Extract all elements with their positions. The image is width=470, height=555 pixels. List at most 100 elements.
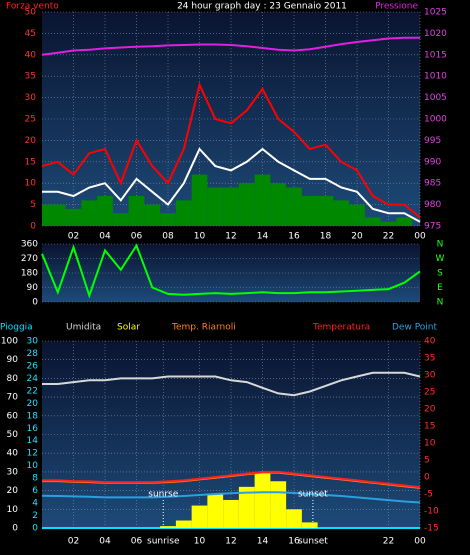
bar [301,522,318,528]
y2-tick-label: 1000 [424,115,447,125]
y2-tick-label: E [437,283,443,293]
bar [112,213,129,226]
bar [238,183,255,226]
y3-tick-label: 4 [32,499,38,509]
y2-tick-label: 5 [424,456,430,466]
y2-tick-label: 30 [424,371,436,381]
y3-tick-label: 14 [27,436,39,446]
x-tick-label: 22 [383,537,394,547]
series-line [41,491,421,504]
y-tick-label: 20 [25,136,37,146]
bar [175,520,192,528]
bar [333,200,350,226]
y2-tick-label: -15 [424,524,439,534]
y-tick-label: 25 [25,115,36,125]
x-tick-label: sunrise [147,537,180,547]
y2-tick-label: 25 [424,388,435,398]
series-line [41,36,420,56]
legend-entry: Temp. Riarnoli [171,323,236,333]
bar [160,213,176,226]
bar [317,196,334,226]
y3-tick-label: 0 [32,524,38,534]
bar [191,505,208,528]
y3-tick-label: 24 [27,374,39,384]
y2-tick-label: 980 [424,200,441,210]
y2-tick-label: 10 [424,439,436,449]
series-line [42,371,421,397]
x-tick-label: 16 [288,537,300,547]
y3-tick-label: 2 [32,511,38,521]
bar [207,187,224,226]
y-tick-label: 20 [7,486,19,496]
bar [191,174,208,226]
y2-tick-label: 995 [424,136,441,146]
x-tick-label: sunset [298,537,328,547]
bar [97,196,113,226]
legend-entry: Dew Point [392,323,438,333]
y2-tick-label: 0 [424,473,430,483]
y-tick-label: 5 [30,200,36,210]
series-line [41,243,421,299]
bar [286,509,302,528]
y3-tick-label: 20 [27,399,39,409]
bar [65,208,82,226]
x-tick-label: 10 [194,232,206,242]
y-tick-label: 270 [21,254,38,264]
y-tick-label: 15 [25,157,36,167]
pressure-label: Pressione [375,2,418,12]
y2-tick-label: 35 [424,354,435,364]
y-tick-label: 0 [30,222,36,232]
x-tick-label: 00 [414,232,426,242]
x-tick-label: 12 [225,232,236,242]
y3-tick-label: 22 [27,386,38,396]
legend-entry: Temperatura [312,323,370,333]
annotation: sunrse [148,490,178,500]
y-tick-label: 50 [7,430,19,440]
x-tick-label: 04 [99,537,111,547]
y3-tick-label: 16 [27,424,39,434]
y-tick-label: 50 [25,8,37,18]
y-tick-label: 360 [21,240,38,250]
x-tick-label: 06 [131,232,143,242]
bar [270,481,287,528]
y-tick-label: 40 [25,50,37,60]
y-tick-label: 30 [25,93,37,103]
y2-tick-label: 990 [424,157,441,167]
y2-tick-label: -5 [424,490,433,500]
y3-tick-label: 10 [27,461,39,471]
y-tick-label: 70 [7,393,19,403]
bar [349,204,365,226]
y2-tick-label: 20 [424,405,436,415]
y-tick-label: 10 [7,505,19,515]
bar [286,187,302,226]
y2-tick-label: 15 [424,422,435,432]
x-tick-label: 22 [383,232,394,242]
bar [301,196,318,226]
series-line [42,470,421,489]
x-tick-label: 02 [68,232,79,242]
y-tick-label: 180 [21,269,38,279]
legend-entry: Pioggia [0,323,33,333]
x-tick-label: 02 [68,537,79,547]
y3-tick-label: 18 [27,411,39,421]
x-tick-label: 06 [131,537,143,547]
y-tick-label: 60 [7,411,19,421]
y3-tick-label: 30 [27,337,39,347]
y-tick-label: 40 [7,449,19,459]
y3-tick-label: 28 [27,349,39,359]
bar [160,526,176,528]
bar [238,486,255,528]
y-tick-label: 10 [25,179,37,189]
y-tick-label: 80 [7,374,19,384]
bar [49,204,66,226]
x-tick-label: 10 [194,537,206,547]
y2-tick-label: N [437,240,444,250]
y-tick-label: 30 [7,467,19,477]
y-tick-label: 100 [1,337,18,347]
bar [81,200,98,226]
series-line [41,81,421,219]
y-tick-label: 45 [25,29,36,39]
chart-title: 24 hour graph day : 23 Gennaio 2011 [177,2,347,12]
y2-tick-label: N [437,298,444,308]
